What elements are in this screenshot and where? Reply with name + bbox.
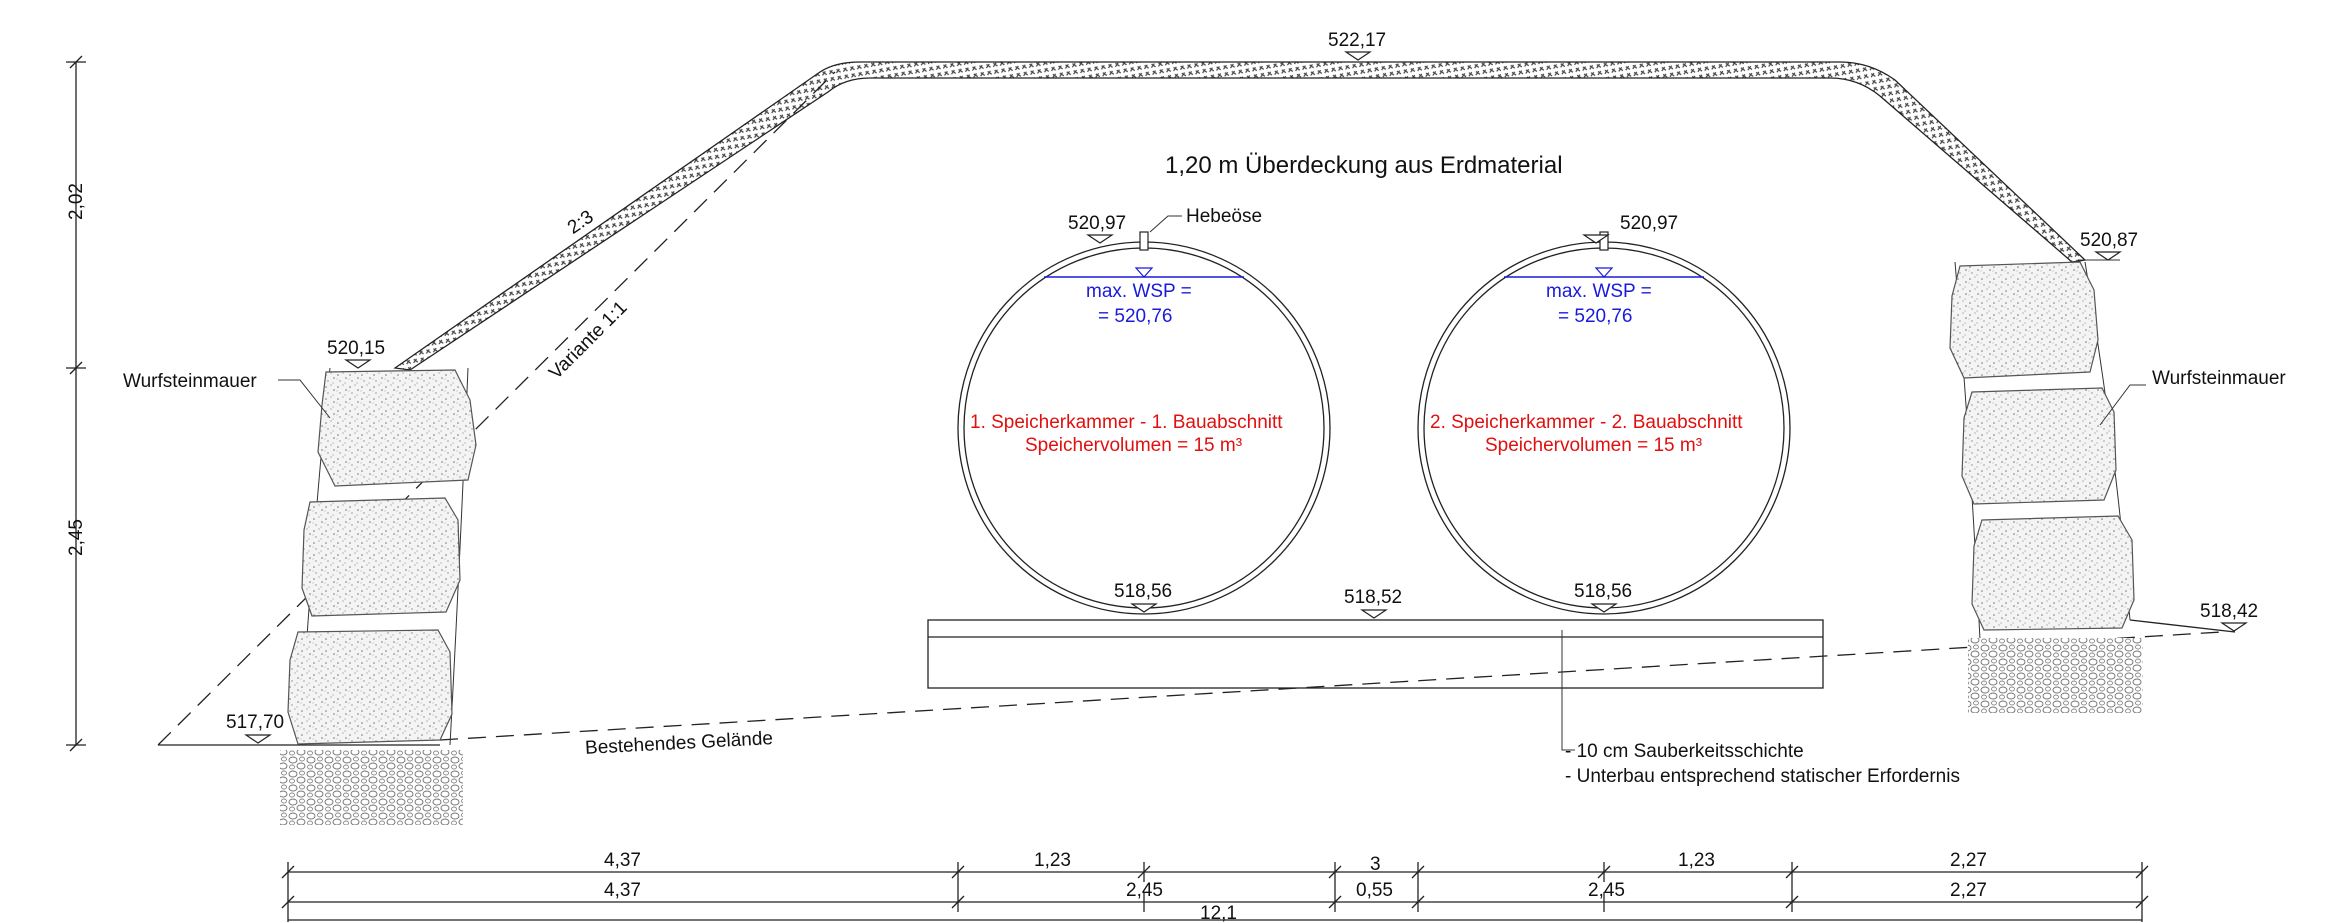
right-stone-3 bbox=[1971, 515, 2135, 631]
marker-ch2-top bbox=[1582, 234, 1610, 244]
elev-right-wall-top: 520,87 bbox=[2080, 230, 2138, 251]
left-stone-2 bbox=[301, 497, 461, 617]
dim-r1-e: 2,27 bbox=[1950, 850, 1987, 871]
marker-crest bbox=[1344, 51, 1372, 61]
elev-left-ground: 517,70 bbox=[226, 712, 284, 733]
marker-ch1-top bbox=[1086, 234, 1114, 244]
vertical-dimension bbox=[66, 55, 86, 752]
marker-ch1-bottom bbox=[1130, 603, 1158, 613]
lifting-eye-1 bbox=[1139, 231, 1149, 251]
elevation-markers bbox=[244, 51, 2248, 744]
variant-label: Variante 1:1 bbox=[545, 297, 631, 383]
ch1-wsp-line2: = 520,76 bbox=[1098, 306, 1173, 327]
ch1-volume: Speichervolumen = 15 m³ bbox=[1025, 435, 1242, 456]
title: 1,20 m Überdeckung aus Erdmaterial bbox=[1165, 152, 1563, 179]
ch1-name: 1. Speicherkammer - 1. Bauabschnitt bbox=[970, 412, 1283, 433]
marker-left-wall-top bbox=[344, 359, 372, 369]
dim-r1-b: 1,23 bbox=[1034, 850, 1071, 871]
ch2-wsp-line1: max. WSP = bbox=[1546, 281, 1652, 302]
left-stone-1 bbox=[317, 369, 477, 487]
terrain-label: Bestehendes Gelände bbox=[585, 728, 774, 759]
right-gravel-footing bbox=[1968, 638, 2143, 713]
marker-right-wall-top bbox=[2094, 251, 2122, 261]
dim-r2-a: 4,37 bbox=[604, 880, 641, 901]
dim-r2-c: 0,55 bbox=[1356, 880, 1393, 901]
dim-r2-b: 2,45 bbox=[1126, 880, 1163, 901]
elev-right-ground: 518,42 bbox=[2200, 601, 2258, 622]
chamber-1 bbox=[957, 231, 1331, 615]
marker-left-ground bbox=[244, 734, 272, 744]
ch2-name: 2. Speicherkammer - 2. Bauabschnitt bbox=[1430, 412, 1743, 433]
terrain-line bbox=[439, 631, 2223, 741]
dim-r2-e: 2,27 bbox=[1950, 880, 1987, 901]
elev-ch1-bottom: 518,56 bbox=[1114, 581, 1172, 602]
left-stone-3 bbox=[287, 629, 453, 745]
note-1: - 10 cm Sauberkeitsschichte bbox=[1565, 741, 1804, 762]
elev-ch2-bottom: 518,56 bbox=[1574, 581, 1632, 602]
water-symbol-2 bbox=[1594, 267, 1614, 278]
foundation-slab bbox=[927, 619, 1824, 689]
leader-wall-right bbox=[2099, 384, 2146, 426]
vdim-lower: 2,45 bbox=[66, 519, 87, 556]
leader-wall-left bbox=[278, 379, 331, 419]
left-gravel-footing bbox=[280, 750, 463, 825]
elev-crest: 522,17 bbox=[1328, 30, 1386, 51]
dim-total: 12,1 bbox=[1200, 903, 1237, 923]
note-leader bbox=[1561, 630, 1575, 751]
right-stone-1 bbox=[1949, 261, 2099, 379]
variant-slope-line bbox=[157, 71, 836, 746]
ch2-volume: Speichervolumen = 15 m³ bbox=[1485, 435, 1702, 456]
hook-leader bbox=[1149, 215, 1182, 233]
marker-slab bbox=[1360, 609, 1388, 619]
hook-label: Hebeöse bbox=[1186, 206, 1262, 227]
dim-r1-a: 4,37 bbox=[604, 850, 641, 871]
elev-left-wall-top: 520,15 bbox=[327, 338, 385, 359]
wall-right-label: Wurfsteinmauer bbox=[2152, 368, 2286, 389]
horizontal-dimensions bbox=[281, 862, 2149, 922]
note-2: - Unterbau entsprechend statischer Erfor… bbox=[1565, 766, 1960, 787]
dim-r2-d: 2,45 bbox=[1588, 880, 1625, 901]
wall-left-label: Wurfsteinmauer bbox=[123, 371, 257, 392]
terrain-right-solid bbox=[2129, 619, 2236, 633]
marker-right-ground bbox=[2220, 622, 2248, 632]
elev-slab: 518,52 bbox=[1344, 587, 1402, 608]
right-stone-2 bbox=[1961, 387, 2117, 505]
marker-ch2-bottom bbox=[1590, 603, 1618, 613]
vdim-upper: 2,02 bbox=[66, 183, 87, 220]
elev-ch1-top: 520,97 bbox=[1068, 213, 1126, 234]
ch2-wsp-line2: = 520,76 bbox=[1558, 306, 1633, 327]
water-symbol-1 bbox=[1134, 267, 1154, 278]
ch1-wsp-line1: max. WSP = bbox=[1086, 281, 1192, 302]
dim-r1-d: 1,23 bbox=[1678, 850, 1715, 871]
dim-r1-c: 3 bbox=[1370, 854, 1381, 875]
elev-ch2-top: 520,97 bbox=[1620, 213, 1678, 234]
